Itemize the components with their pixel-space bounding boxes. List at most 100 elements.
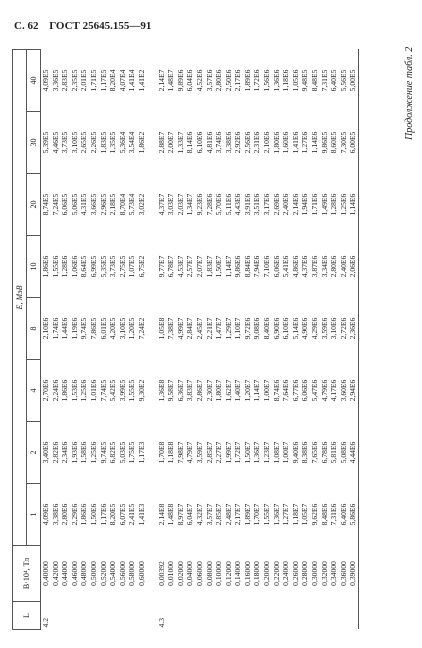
l-empty [224,602,234,630]
flux-value: 2,17E6 [233,69,243,92]
flux-value: 1,48E7 [166,69,176,92]
flux-value: 1,49E6 [319,193,329,216]
flux-value: 2,03E7 [175,193,185,216]
flux-value: 3,73E5 [60,131,70,154]
flux-value: 1,86E6 [41,255,50,278]
flux-value: 2,29E6 [69,503,79,526]
flux-value: 1,80E7 [214,379,224,402]
l-empty [339,602,349,630]
flux-value: 2,80E6 [214,69,224,92]
flux-value: 3,10E6 [329,317,339,340]
flux-value: 9,86E5 [319,131,329,154]
b-value: 0,06000 [194,561,204,586]
b-value: 0,14000 [233,561,243,586]
flux-value: 9,48E5 [300,69,310,92]
flux-value: 1,50E7 [214,255,224,278]
flux-value: 8,97E7 [175,503,185,526]
flux-value: 6,82E5 [108,441,118,464]
flux-value: 1,55E5 [127,379,137,402]
flux-value: 6,78E6 [319,441,329,464]
flux-value: 2,17E7 [233,503,243,526]
data-row: 0,20000 1,55E7 1,23E7 1,00E7 8,40E6 7,10E6 3,1… [262,49,272,629]
data-row: 0,36000 6,40E6 5,08E6 3,60E6 2,72E6 2,40E6 1,2… [339,49,349,629]
flux-value: 2,00E7 [166,131,176,154]
flux-value: 1,53E6 [69,379,79,402]
flux-value: 3,57E7 [204,503,214,526]
flux-value: 2,40E6 [338,255,348,278]
l-empty [195,602,205,630]
l-empty [51,602,61,630]
flux-value: 2,48E7 [223,503,233,526]
data-row: 0,06000 4,32E7 3,59E7 2,86E7 2,45E7 2,07E7 9,2… [195,49,205,629]
flux-value: 3,66E5 [88,193,98,216]
flux-value: 1,41E4 [127,69,137,92]
flux-value: 5,39E5 [41,131,50,154]
data-row: 0,48000 1,86E6 1,58E6 1,25E6 9,74E5 8,64E5 4,3… [79,49,89,629]
l-empty [205,602,215,630]
flux-value: 3,36E5 [50,69,60,92]
flux-value: 1,06E6 [69,255,79,278]
table-wrap: L B·10⁴, Тл E, МэВ 1 2 4 8 10 20 30 40 4.2 0,400… [12,48,390,630]
data-row: 0,16000 1,89E7 1,50E7 1,20E7 9,72E6 8,84E6 3,9… [243,49,253,629]
l-empty [70,602,80,630]
flux-value: 1,36E8 [156,379,166,402]
flux-value: 1,71E5 [88,69,98,92]
flux-value: 1,07E5 [127,255,137,278]
data-row: 0,50000 1,50E6 1,25E6 1,01E6 7,86E5 6,99E5 3,6… [89,49,99,629]
flux-value: 9,89E6 [175,69,185,92]
flux-value: 6,40E6 [338,503,348,526]
flux-value: 2,07E7 [194,255,204,278]
flux-value: 1,62E7 [223,379,233,402]
flux-value: 1,14E7 [223,255,233,278]
flux-value: 2,94E6 [348,379,358,402]
flux-value: 2,70E6 [41,379,50,402]
l-empty [300,602,310,630]
flux-value: 1,17E3 [136,441,146,464]
flux-value: 5,81E6 [329,441,339,464]
flux-value: 1,20E5 [127,317,137,340]
flux-value: 5,41E6 [281,255,291,278]
flux-value: 3,91E6 [242,193,252,216]
flux-value: 3,99E5 [117,379,127,402]
flux-value: 1,28E6 [329,193,339,216]
flux-value: 3,59E7 [194,441,204,464]
flux-value: 5,08E6 [338,441,348,464]
flux-value: 1,18E7 [290,503,300,526]
l-empty [281,602,291,630]
flux-value: 8,74E5 [41,193,50,216]
flux-value: 1,19E6 [69,317,79,340]
b-value: 0,24000 [281,561,291,586]
flux-value: 8,84E6 [242,255,252,278]
flux-value: 7,30E5 [338,131,348,154]
flux-value: 2,80E6 [60,503,70,526]
b-value: 0,46000 [69,561,79,586]
flux-value: 2,56E6 [242,131,252,154]
flux-value: 1,05E8 [156,317,166,340]
flux-value: 1,50E6 [88,503,98,526]
flux-value: 2,10E6 [262,131,272,154]
flux-value: 1,05E7 [300,503,310,526]
flux-value: 1,27E6 [300,131,310,154]
flux-value: 1,14E6 [310,131,320,154]
energy-header: 8 [26,297,41,360]
data-row: 4.3 0,00392 2,14E8 1,70E8 1,36E8 1,05E8 9,77E7… [157,49,167,629]
flux-value: 8,64E5 [79,255,89,278]
flux-value: 2,40E6 [281,193,291,216]
flux-value: 3,34E6 [319,255,329,278]
flux-value: 4,17E6 [329,379,339,402]
l-empty [127,602,137,630]
flux-value: 7,31E5 [319,69,329,92]
b-value: 0,42000 [50,561,60,586]
flux-value: 1,18E6 [281,69,291,92]
flux-value: 1,70E8 [156,441,166,464]
b-value: 0,32000 [319,561,329,586]
l-empty [233,602,243,630]
energy-header: 30 [26,111,41,174]
b-value: 0,60000 [136,561,146,586]
flux-value: 4,09E6 [41,503,50,526]
flux-value: 7,86E5 [88,317,98,340]
l-empty [310,602,320,630]
b-value: 0,40000 [41,561,50,586]
b-value: 0,52000 [98,561,108,586]
flux-value: 7,31E6 [329,503,339,526]
